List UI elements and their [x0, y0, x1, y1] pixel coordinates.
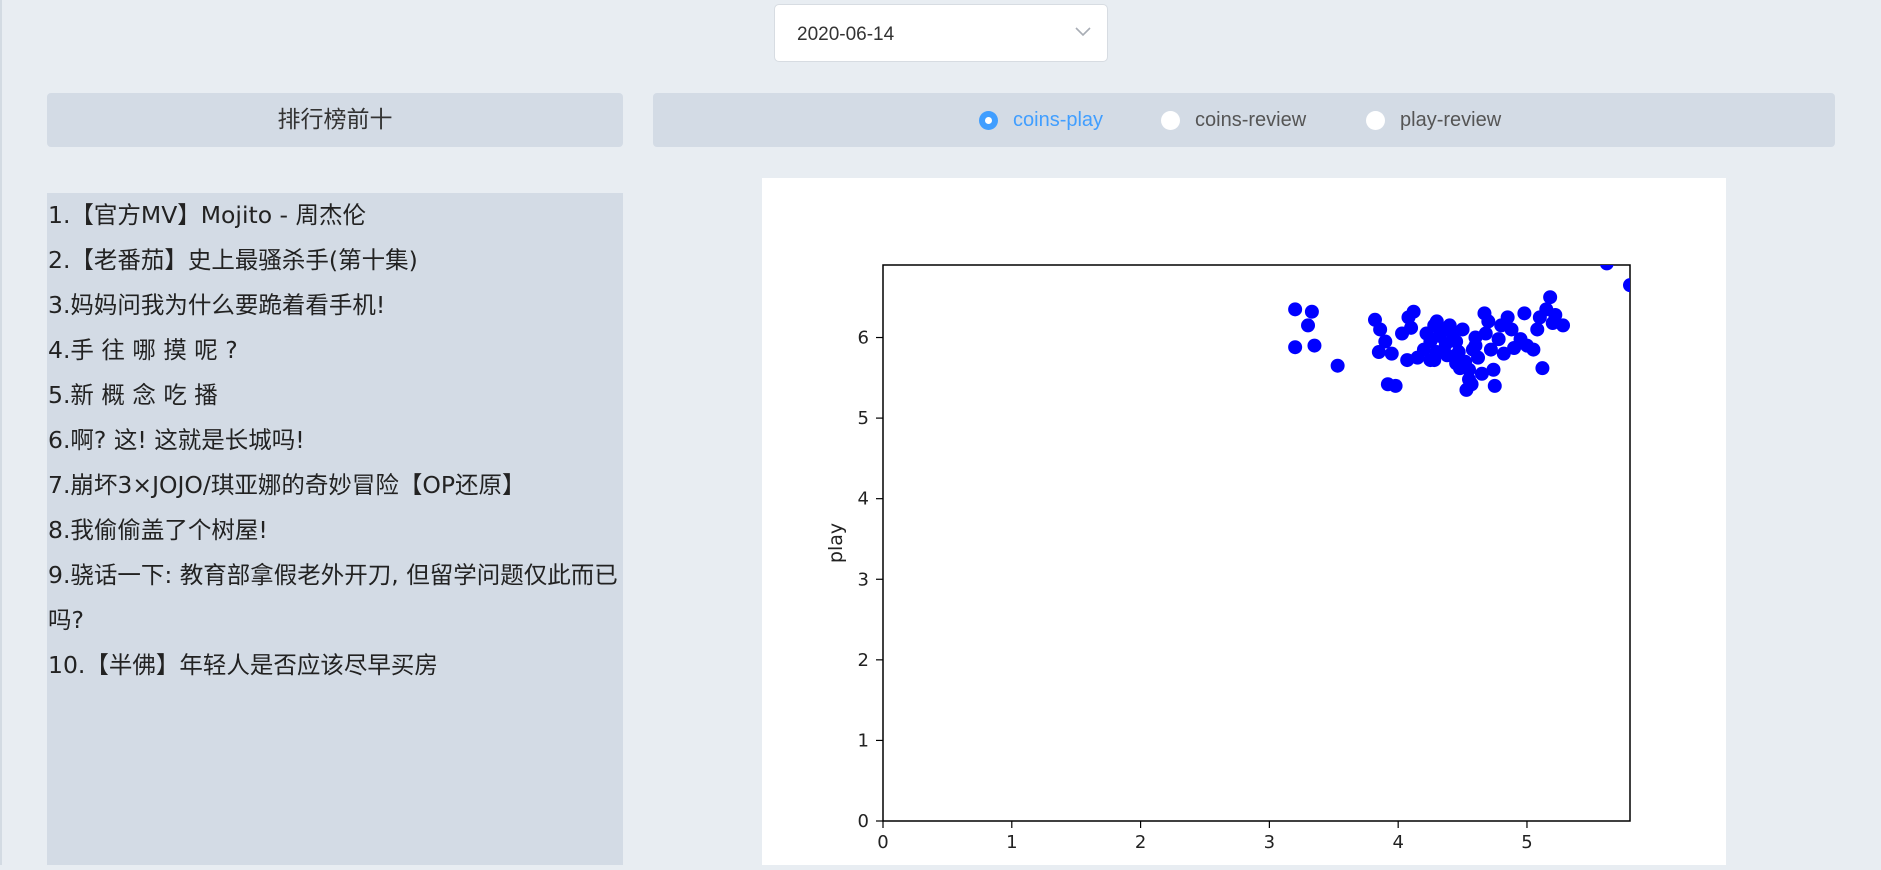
data-point	[1455, 322, 1470, 337]
data-point	[1483, 342, 1498, 357]
data-point	[1496, 346, 1511, 361]
list-item[interactable]: 2.【老番茄】史上最骚杀手(第十集)	[48, 246, 418, 274]
radio-label: play-review	[1400, 108, 1502, 131]
list-item[interactable]: 6.啊? 这! 这就是长城吗!	[48, 426, 305, 454]
data-point	[1526, 342, 1541, 357]
date-select-value: 2020-06-14	[797, 24, 895, 45]
chart-card: 0 1 2 3 4 5 0 1 2 3 4 5 6 play	[762, 178, 1726, 865]
data-point	[1468, 330, 1483, 345]
data-point	[1449, 334, 1464, 349]
data-point	[1288, 340, 1303, 355]
data-point	[1373, 322, 1388, 337]
rank-panel-header: 排行榜前十	[47, 93, 623, 147]
chart-type-radio-group: coins-play coins-review play-review	[653, 93, 1835, 147]
y-tick-label: 5	[858, 408, 869, 429]
y-tick-label: 0	[858, 811, 869, 832]
chevron-down-icon	[1075, 27, 1091, 37]
data-point	[1423, 353, 1438, 368]
rank-panel-title: 排行榜前十	[277, 107, 393, 133]
radio-label: coins-play	[1013, 108, 1104, 131]
radio-unchecked-icon	[1161, 110, 1180, 130]
list-item[interactable]: 1.【官方MV】Mojito - 周杰伦	[48, 201, 366, 229]
data-point	[1543, 290, 1558, 305]
data-point	[1449, 356, 1464, 371]
x-tick-label: 2	[1135, 832, 1146, 853]
data-point	[1548, 307, 1563, 322]
data-point	[1517, 306, 1532, 321]
data-point	[1301, 318, 1316, 333]
data-point	[1487, 378, 1502, 393]
scatter-chart: 0 1 2 3 4 5 0 1 2 3 4 5 6 play	[825, 264, 1631, 853]
rank-list: 1.【官方MV】Mojito - 周杰伦 2.【老番茄】史上最骚杀手(第十集) …	[47, 193, 623, 865]
radio-checked-icon	[979, 110, 998, 130]
y-tick-label: 2	[858, 650, 869, 671]
list-item[interactable]: 7.崩坏3×JOJO/琪亚娜的奇妙冒险【OP还原】	[48, 471, 526, 499]
date-select[interactable]: 2020-06-14	[774, 4, 1108, 62]
x-tick-label: 5	[1521, 832, 1532, 853]
data-point	[1406, 304, 1421, 319]
list-item[interactable]: 4.手 往 哪 摸 呢 ?	[48, 336, 238, 364]
radio-coins-review[interactable]: coins-review	[1161, 93, 1306, 147]
data-point	[1623, 278, 1630, 293]
x-tick-label: 0	[877, 832, 888, 853]
data-point	[1307, 338, 1322, 353]
data-point	[1556, 318, 1571, 333]
data-point	[1504, 322, 1519, 337]
y-axis-label: play	[825, 523, 847, 563]
y-tick-label: 4	[858, 489, 869, 510]
data-point	[1535, 361, 1550, 376]
radio-unchecked-icon	[1366, 110, 1385, 130]
radio-play-review[interactable]: play-review	[1366, 93, 1501, 147]
list-item[interactable]: 3.妈妈问我为什么要跪着看手机!	[48, 291, 386, 319]
data-point	[1500, 310, 1515, 325]
data-point	[1481, 314, 1496, 329]
y-tick-label: 6	[858, 328, 869, 349]
list-item[interactable]: 10.【半佛】年轻人是否应该尽早买房	[48, 651, 438, 679]
data-point	[1404, 320, 1419, 335]
x-tick-label: 3	[1264, 832, 1275, 853]
data-point	[1530, 322, 1545, 337]
data-point	[1388, 378, 1403, 393]
data-point	[1384, 346, 1399, 361]
data-point	[1440, 348, 1455, 363]
data-point	[1330, 358, 1345, 373]
list-item[interactable]: 8.我偷偷盖了个树屋!	[48, 516, 268, 544]
data-point	[1486, 362, 1501, 377]
data-point	[1288, 302, 1303, 317]
data-point	[1378, 334, 1393, 349]
radio-label: coins-review	[1195, 108, 1307, 131]
list-item[interactable]: 9.骁话一下: 教育部拿假老外开刀, 但留学问题仅此而已吗?	[48, 561, 618, 634]
data-point	[1304, 304, 1319, 319]
y-tick-label: 1	[858, 730, 869, 751]
data-point	[1464, 377, 1479, 392]
data-point	[1474, 366, 1489, 381]
x-tick-label: 4	[1392, 832, 1403, 853]
data-point	[1462, 362, 1477, 377]
data-point	[1600, 265, 1614, 271]
data-point	[1491, 332, 1506, 347]
radio-coins-play[interactable]: coins-play	[979, 93, 1103, 147]
list-item[interactable]: 5.新 概 念 吃 播	[48, 381, 218, 409]
left-border	[0, 0, 2, 865]
x-tick-label: 1	[1006, 832, 1017, 853]
data-point	[1371, 345, 1386, 360]
data-point	[1471, 350, 1486, 365]
y-tick-label: 3	[858, 569, 869, 590]
